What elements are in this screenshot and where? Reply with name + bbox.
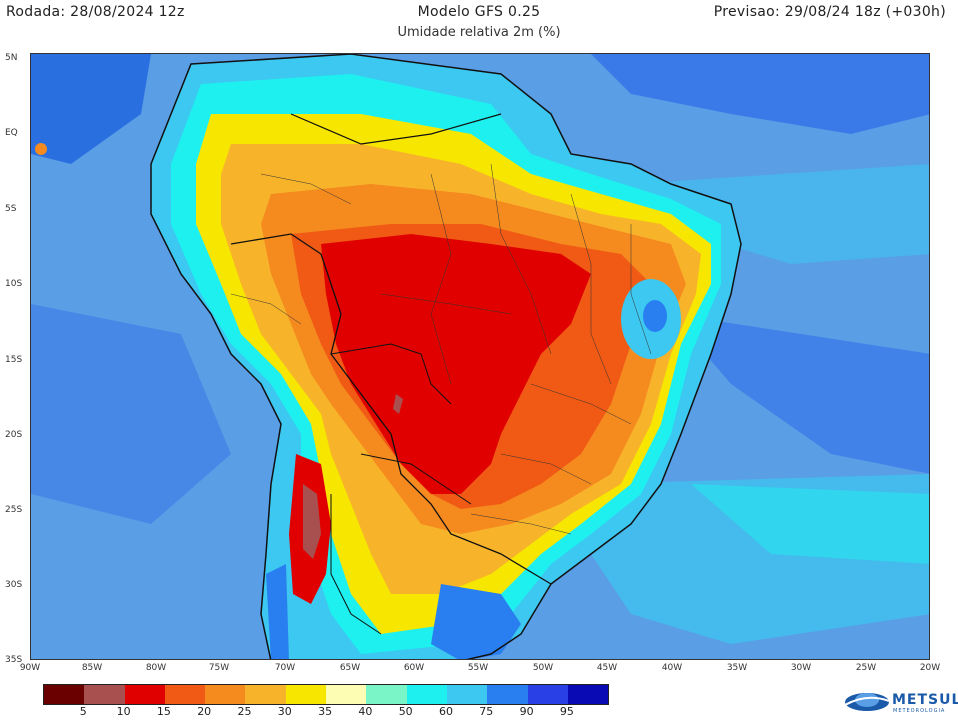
colorbar-label: 50	[398, 705, 413, 718]
lon-label-20w: 20W	[919, 663, 941, 673]
colorbar-label: 75	[479, 705, 494, 718]
lon-label-55w: 55W	[467, 663, 489, 673]
andes-very-dry-patch	[303, 484, 321, 559]
lat-label-25s: 25S	[5, 505, 23, 515]
colorbar-label: 25	[237, 705, 252, 718]
colorbar-swatch	[406, 685, 447, 704]
lat-label-5n: 5N	[5, 53, 18, 63]
lat-label-5s: 5S	[5, 204, 17, 214]
run-time-label: Rodada: 28/08/2024 12z	[6, 4, 185, 20]
colorbar-label: 30	[277, 705, 292, 718]
ocean-band-tropical	[671, 314, 929, 474]
colorbar-label: 5	[79, 705, 87, 718]
colorbar-swatch	[285, 685, 327, 704]
lon-label-90w: 90W	[19, 663, 41, 673]
lat-label-20s: 20S	[5, 430, 23, 440]
colorbar-swatch	[487, 685, 528, 704]
colorbar-swatch	[527, 685, 568, 704]
lon-label-40w: 40W	[661, 663, 683, 673]
colorbar-swatch	[205, 685, 246, 704]
ocean-band-atlantic	[631, 164, 929, 264]
lon-label-70w: 70W	[274, 663, 296, 673]
colorbar	[43, 684, 610, 705]
logo-tagline: METEOROLOGIA	[893, 708, 946, 714]
ocean-band-cyan	[691, 484, 929, 564]
colorbar-swatch	[164, 685, 206, 704]
humidity-map	[30, 53, 930, 660]
lat-label-35s: 35S	[5, 655, 23, 665]
ocean-band-pacific	[31, 304, 231, 524]
colorbar-swatch	[326, 685, 367, 704]
colorbar-swatch	[567, 685, 609, 704]
map-canvas	[31, 54, 929, 659]
uruguay-humid-region	[431, 584, 521, 659]
lon-label-80w: 80W	[145, 663, 167, 673]
model-title: Modelo GFS 0.25	[417, 4, 541, 20]
northern-border	[290, 113, 502, 145]
state-borders	[230, 163, 652, 535]
land-dry-core-15	[321, 234, 591, 494]
colorbar-swatch	[245, 685, 286, 704]
colorbar-swatch	[44, 685, 85, 704]
paraguay-border	[360, 453, 472, 505]
colorbar-swatch	[446, 685, 488, 704]
lat-label-10s: 10S	[5, 279, 23, 289]
colorbar-label: 40	[358, 705, 373, 718]
bahia-core	[643, 300, 667, 332]
lat-label-eq: EQ	[5, 128, 18, 138]
colorbar-swatch	[124, 685, 165, 704]
lon-label-75w: 75W	[208, 663, 230, 673]
colorbar-label: 20	[197, 705, 212, 718]
colorbar-label: 35	[318, 705, 333, 718]
colorbar-swatch	[84, 685, 125, 704]
colorbar-label: 60	[439, 705, 453, 718]
galapagos-island	[35, 143, 47, 155]
variable-subtitle: Umidade relativa 2m (%)	[397, 25, 561, 40]
lon-label-30w: 30W	[790, 663, 812, 673]
logo-name: METSUL	[892, 692, 958, 708]
lon-label-85w: 85W	[81, 663, 103, 673]
lon-label-50w: 50W	[532, 663, 554, 673]
argentina-border	[330, 494, 382, 635]
forecast-time-label: Previsao: 29/08/24 18z (+030h)	[713, 4, 946, 20]
metsul-logo-icon	[844, 693, 890, 711]
colorbar-label: 95	[559, 705, 574, 718]
bolivia-border	[330, 343, 452, 405]
colorbar-label: 15	[156, 705, 171, 718]
chile-humid-coast	[266, 564, 289, 659]
lon-label-35w: 35W	[726, 663, 748, 673]
coastline	[150, 54, 742, 659]
ocean-band-north	[591, 54, 929, 134]
lon-label-65w: 65W	[339, 663, 361, 673]
lon-label-25w: 25W	[855, 663, 877, 673]
brazil-border	[230, 233, 552, 585]
plateau-very-dry-patch	[393, 394, 403, 414]
colorbar-swatch	[366, 685, 407, 704]
lon-label-45w: 45W	[596, 663, 618, 673]
lat-label-15s: 15S	[5, 355, 23, 365]
lat-label-30s: 30S	[5, 580, 23, 590]
lon-label-60w: 60W	[403, 663, 425, 673]
colorbar-label: 90	[519, 705, 534, 718]
ocean-band-pacific-north	[31, 54, 151, 164]
colorbar-label: 10	[116, 705, 131, 718]
